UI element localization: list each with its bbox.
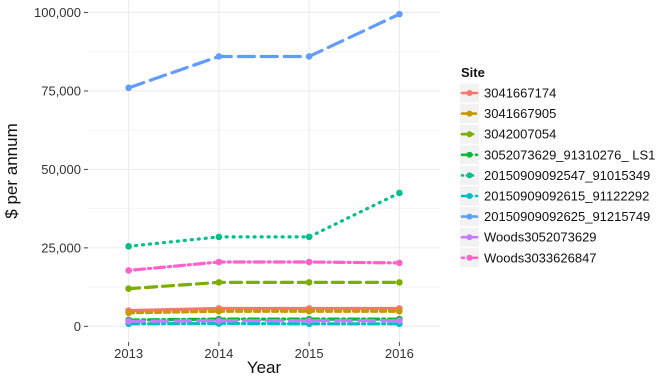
legend-item: 3041667174 <box>460 83 556 103</box>
data-point <box>305 53 313 60</box>
legend-label: 20150909092625_91215749 <box>484 209 650 224</box>
legend-items: 3041667174 3041667905 3042007054 3052073629… <box>460 83 655 268</box>
y-tick-label: 25,000 <box>41 240 81 255</box>
legend-key-point <box>466 110 473 117</box>
legend-key-point <box>466 90 473 96</box>
series-3042007054 <box>125 279 403 292</box>
data-point <box>396 307 403 315</box>
series-line <box>127 191 401 248</box>
data-point <box>396 189 403 197</box>
series-woods3052073629 <box>125 317 403 325</box>
legend-label: 20150909092547_91015349 <box>484 168 650 183</box>
legend-label: 20150909092615_91122292 <box>484 189 649 204</box>
series-line <box>127 306 401 313</box>
legend-label: 3042007054 <box>484 127 556 142</box>
legend-key-point <box>466 234 473 241</box>
data-point <box>396 317 403 324</box>
legend-item: 3041667905 <box>460 104 556 124</box>
legend-label: 3052073629_91310276_ LS1 <box>484 147 655 162</box>
data-point <box>215 53 223 60</box>
legend-label: Woods3052073629 <box>484 230 597 245</box>
series-line <box>127 317 401 322</box>
legend-item: Woods3033626847 <box>460 248 597 268</box>
data-point <box>125 243 132 250</box>
series-line <box>127 280 401 291</box>
series-woods3033626847 <box>125 258 403 274</box>
data-point <box>305 233 313 241</box>
data-point <box>215 233 223 241</box>
data-point <box>125 309 132 317</box>
legend-background <box>452 56 652 272</box>
series-line <box>127 12 401 90</box>
x-tick-label: 2013 <box>114 346 143 361</box>
legend-label: 3041667905 <box>484 106 556 121</box>
legend-label: Woods3033626847 <box>484 250 597 265</box>
y-tick-label: 75,000 <box>41 83 81 98</box>
series-20150909092625-91215749 <box>125 10 403 92</box>
legend-key-point <box>466 172 473 179</box>
data-point <box>215 258 223 266</box>
series-20150909092547-91015349 <box>125 189 403 250</box>
legend-key-point <box>466 151 473 158</box>
data-point <box>305 307 313 315</box>
legend-item: 3042007054 <box>460 124 556 144</box>
legend: Site 3041667174 3041667905 3042007054 30520… <box>452 56 655 272</box>
legend-key-point <box>466 213 473 220</box>
data-point <box>396 279 403 286</box>
x-tick-label: 2014 <box>204 346 233 361</box>
series-line <box>127 309 401 315</box>
x-tick-label: 2016 <box>385 346 414 361</box>
legend-key-point <box>466 254 473 261</box>
data-point <box>125 267 132 274</box>
series-line <box>127 319 401 323</box>
series-lines <box>125 10 403 328</box>
y-tick-label: 0 <box>74 319 81 334</box>
data-point <box>125 317 132 325</box>
x-axis-ticks: 2013 2014 2015 2016 <box>114 342 414 361</box>
data-point <box>396 259 403 267</box>
data-point <box>215 317 223 324</box>
legend-item: 20150909092615_91122292 <box>460 186 649 206</box>
y-axis-ticks: 0 25,000 50,000 75,000 100,000 <box>34 5 88 334</box>
data-point <box>125 84 132 92</box>
legend-item: 20150909092547_91015349 <box>460 165 650 185</box>
data-point <box>125 285 132 292</box>
y-tick-label: 100,000 <box>34 5 81 20</box>
data-point <box>215 307 223 315</box>
y-tick-label: 50,000 <box>41 162 81 177</box>
data-point <box>305 258 313 266</box>
series-line <box>127 260 401 273</box>
legend-item: Woods3052073629 <box>460 227 597 247</box>
legend-title: Site <box>461 65 485 80</box>
x-axis-title: Year <box>247 358 282 377</box>
series-3041667905 <box>125 307 403 317</box>
data-point <box>305 317 313 324</box>
x-tick-label: 2015 <box>295 346 324 361</box>
legend-key-point <box>466 131 473 138</box>
data-point <box>396 10 403 18</box>
legend-key-point <box>466 193 473 199</box>
y-axis-title: $ per annum <box>2 123 21 218</box>
legend-item: 20150909092625_91215749 <box>460 207 650 227</box>
data-point <box>215 279 223 286</box>
data-point <box>305 279 313 286</box>
legend-label: 3041667174 <box>484 86 556 101</box>
legend-item: 3052073629_91310276_ LS1 <box>460 145 655 165</box>
